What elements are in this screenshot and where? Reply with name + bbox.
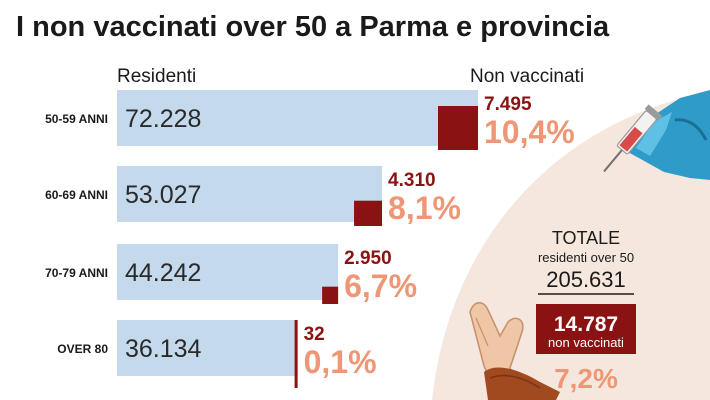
totals-residents: 205.631: [546, 267, 626, 292]
unvaccinated-bar: [322, 286, 339, 304]
background-arc: [432, 92, 710, 400]
unvaccinated-bar: [438, 106, 478, 150]
totals-percent: 7,2%: [554, 363, 618, 394]
column-header-residenti: Residenti: [117, 66, 196, 87]
unvaccinated-percent-label: 8,1%: [388, 190, 461, 226]
resident-value-label: 72.228: [125, 105, 201, 133]
unvaccinated-percent-label: 0,1%: [304, 344, 377, 380]
unvaccinated-bar: [294, 320, 298, 388]
unvaccinated-percent-label: 10,4%: [484, 114, 575, 150]
totals-heading: TOTALE: [552, 228, 620, 248]
unvaccinated-value-label: 4.310: [388, 170, 436, 191]
unvaccinated-value-label: 2.950: [344, 248, 392, 269]
totals-subheading: residenti over 50: [538, 250, 634, 265]
resident-bar: [117, 320, 298, 376]
column-header-non-vaccinati: Non vaccinati: [470, 66, 584, 87]
category-label: 60-69 ANNI: [45, 188, 108, 202]
totals-unvaccinated: 14.787: [554, 313, 618, 336]
category-label: 50-59 ANNI: [45, 112, 108, 126]
stop-hand-icon: [469, 302, 560, 400]
unvaccinated-value-label: 32: [304, 324, 325, 345]
unvaccinated-bar: [354, 200, 383, 226]
resident-value-label: 44.242: [125, 259, 201, 287]
category-label: 70-79 ANNI: [45, 266, 108, 280]
resident-bar: [117, 166, 383, 222]
chart-title: I non vaccinati over 50 a Parma e provin…: [16, 11, 610, 43]
resident-bar: [117, 90, 478, 146]
unvaccinated-percent-label: 6,7%: [344, 268, 417, 304]
totals-unvaccinated-box: [536, 304, 636, 354]
totals-unvaccinated-label: non vaccinati: [548, 335, 624, 350]
resident-value-label: 36.134: [125, 335, 202, 363]
syringe-glove-icon: [603, 90, 710, 180]
totals-panel: TOTALE residenti over 50 205.631 14.787 …: [536, 228, 636, 394]
category-label: OVER 80: [57, 342, 108, 356]
resident-value-label: 53.027: [125, 181, 201, 209]
resident-bar: [117, 244, 339, 300]
unvaccinated-value-label: 7.495: [484, 94, 532, 115]
